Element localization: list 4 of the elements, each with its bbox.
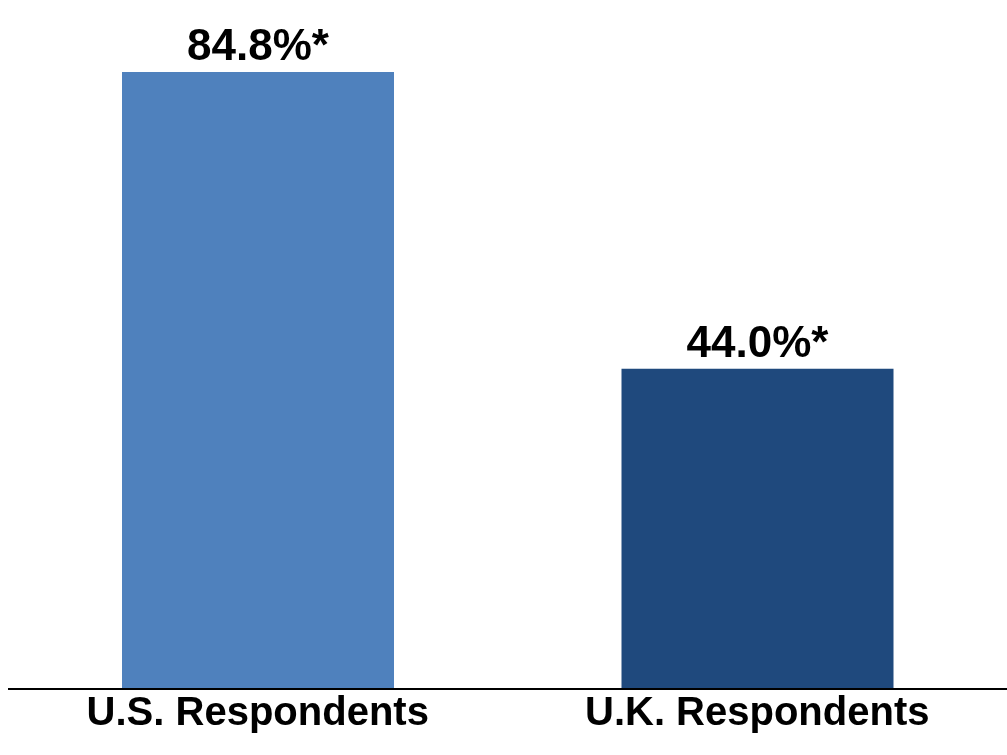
x-tick-label: U.K. Respondents [585, 689, 930, 734]
data-label: 44.0%* [686, 316, 830, 366]
data-label: 84.8%* [187, 20, 330, 69]
x-tick-label: U.S. Respondents [86, 689, 429, 734]
